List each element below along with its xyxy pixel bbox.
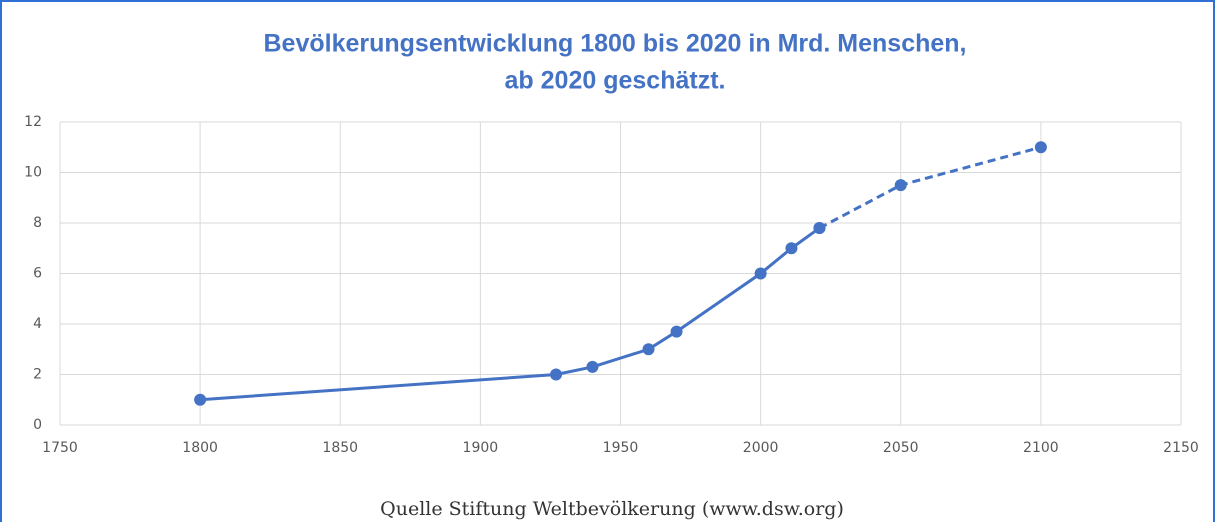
caption: Quelle Stiftung Weltbevölkerung (www.dsw…: [380, 498, 844, 520]
y-tick-label: 10: [24, 165, 42, 181]
data-point: [550, 368, 563, 381]
chart-title: ab 2020 geschätzt.: [505, 67, 726, 95]
data-point: [586, 360, 599, 373]
y-tick-label: 4: [33, 316, 42, 332]
x-tick-label: 2100: [1023, 440, 1059, 456]
x-tick-label: 1850: [322, 440, 358, 456]
x-tick-label: 2000: [743, 440, 779, 456]
x-tick-label: 1950: [603, 440, 639, 456]
chart-title: Bevölkerungsentwicklung 1800 bis 2020 in…: [263, 30, 966, 58]
y-tick-label: 0: [33, 417, 42, 433]
data-point: [1034, 141, 1047, 154]
series-line: [200, 226, 821, 402]
y-tick-label: 2: [33, 367, 42, 383]
x-tick-label: 1750: [42, 440, 78, 456]
x-tick-label: 2150: [1163, 440, 1199, 456]
y-tick-label: 8: [33, 215, 42, 231]
data-point: [813, 222, 826, 235]
y-tick-label: 12: [24, 114, 42, 130]
data-point: [754, 267, 767, 280]
x-tick-label: 2050: [883, 440, 919, 456]
x-tick-label: 1800: [182, 440, 218, 456]
data-point: [785, 242, 798, 255]
data-point: [670, 325, 683, 338]
series-line: [818, 145, 1042, 230]
y-tick-label: 6: [33, 266, 42, 282]
data-point: [642, 343, 655, 356]
data-point: [894, 179, 907, 192]
data-point: [194, 393, 207, 406]
x-tick-label: 1900: [463, 440, 499, 456]
